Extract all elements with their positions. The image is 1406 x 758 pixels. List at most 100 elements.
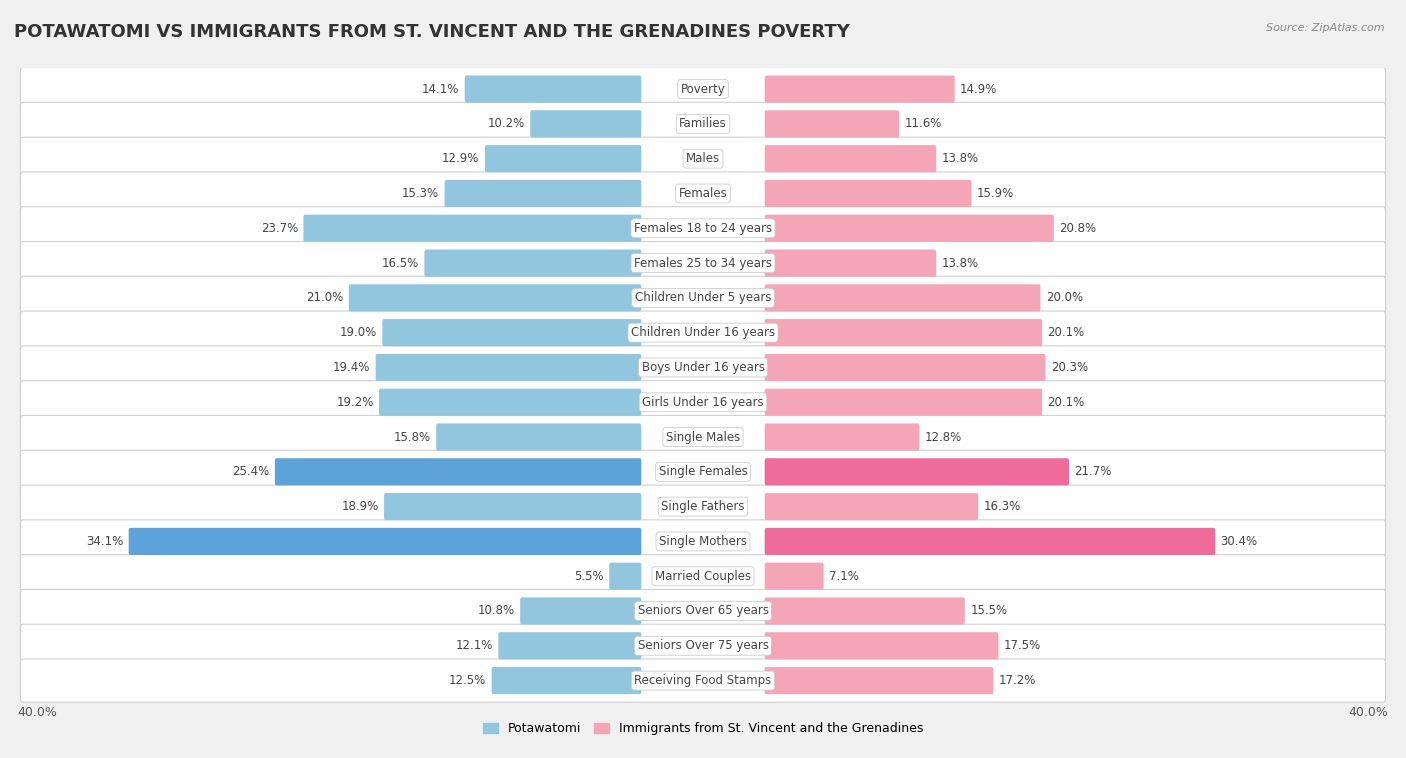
FancyBboxPatch shape xyxy=(129,528,641,555)
Text: 16.5%: 16.5% xyxy=(382,256,419,270)
FancyBboxPatch shape xyxy=(21,415,1385,459)
FancyBboxPatch shape xyxy=(21,346,1385,389)
FancyBboxPatch shape xyxy=(492,667,641,694)
FancyBboxPatch shape xyxy=(21,102,1385,146)
Text: 13.8%: 13.8% xyxy=(942,256,979,270)
FancyBboxPatch shape xyxy=(765,145,936,172)
FancyBboxPatch shape xyxy=(530,111,641,137)
FancyBboxPatch shape xyxy=(765,424,920,450)
FancyBboxPatch shape xyxy=(765,111,900,137)
Text: 12.8%: 12.8% xyxy=(925,431,962,443)
Text: 19.4%: 19.4% xyxy=(333,361,370,374)
FancyBboxPatch shape xyxy=(765,632,998,659)
Text: 14.9%: 14.9% xyxy=(960,83,997,96)
Text: 21.0%: 21.0% xyxy=(307,291,343,305)
FancyBboxPatch shape xyxy=(375,354,641,381)
Text: Families: Families xyxy=(679,117,727,130)
FancyBboxPatch shape xyxy=(349,284,641,312)
Text: 25.4%: 25.4% xyxy=(232,465,270,478)
Text: 20.0%: 20.0% xyxy=(1046,291,1083,305)
Text: 15.5%: 15.5% xyxy=(970,604,1007,618)
FancyBboxPatch shape xyxy=(21,381,1385,424)
FancyBboxPatch shape xyxy=(382,319,641,346)
FancyBboxPatch shape xyxy=(21,276,1385,319)
FancyBboxPatch shape xyxy=(765,319,1042,346)
Text: 12.1%: 12.1% xyxy=(456,639,494,653)
Text: Females: Females xyxy=(679,187,727,200)
Text: Single Mothers: Single Mothers xyxy=(659,535,747,548)
Text: Boys Under 16 years: Boys Under 16 years xyxy=(641,361,765,374)
Text: 5.5%: 5.5% xyxy=(574,570,603,583)
FancyBboxPatch shape xyxy=(21,242,1385,285)
Text: 12.9%: 12.9% xyxy=(441,152,479,165)
Text: 14.1%: 14.1% xyxy=(422,83,460,96)
Text: Females 25 to 34 years: Females 25 to 34 years xyxy=(634,256,772,270)
FancyBboxPatch shape xyxy=(765,597,965,625)
FancyBboxPatch shape xyxy=(765,76,955,102)
Text: Seniors Over 75 years: Seniors Over 75 years xyxy=(637,639,769,653)
Text: Children Under 16 years: Children Under 16 years xyxy=(631,326,775,339)
FancyBboxPatch shape xyxy=(498,632,641,659)
Text: POTAWATOMI VS IMMIGRANTS FROM ST. VINCENT AND THE GRENADINES POVERTY: POTAWATOMI VS IMMIGRANTS FROM ST. VINCEN… xyxy=(14,23,851,41)
FancyBboxPatch shape xyxy=(485,145,641,172)
Text: Receiving Food Stamps: Receiving Food Stamps xyxy=(634,674,772,687)
Text: Females 18 to 24 years: Females 18 to 24 years xyxy=(634,222,772,235)
FancyBboxPatch shape xyxy=(425,249,641,277)
FancyBboxPatch shape xyxy=(21,625,1385,667)
Text: Girls Under 16 years: Girls Under 16 years xyxy=(643,396,763,409)
FancyBboxPatch shape xyxy=(21,311,1385,354)
Text: 10.8%: 10.8% xyxy=(478,604,515,618)
FancyBboxPatch shape xyxy=(304,215,641,242)
Text: 23.7%: 23.7% xyxy=(260,222,298,235)
FancyBboxPatch shape xyxy=(765,493,979,520)
FancyBboxPatch shape xyxy=(765,180,972,207)
FancyBboxPatch shape xyxy=(765,389,1042,416)
FancyBboxPatch shape xyxy=(21,485,1385,528)
FancyBboxPatch shape xyxy=(765,562,824,590)
Text: 19.0%: 19.0% xyxy=(340,326,377,339)
Text: Single Fathers: Single Fathers xyxy=(661,500,745,513)
Text: 12.5%: 12.5% xyxy=(449,674,486,687)
Text: 40.0%: 40.0% xyxy=(1348,706,1389,719)
FancyBboxPatch shape xyxy=(765,284,1040,312)
Text: 13.8%: 13.8% xyxy=(942,152,979,165)
Text: 40.0%: 40.0% xyxy=(17,706,58,719)
FancyBboxPatch shape xyxy=(384,493,641,520)
Text: Males: Males xyxy=(686,152,720,165)
Text: Poverty: Poverty xyxy=(681,83,725,96)
Text: 18.9%: 18.9% xyxy=(342,500,378,513)
Text: 20.3%: 20.3% xyxy=(1050,361,1088,374)
Text: 11.6%: 11.6% xyxy=(904,117,942,130)
FancyBboxPatch shape xyxy=(765,667,994,694)
Text: 17.2%: 17.2% xyxy=(998,674,1036,687)
FancyBboxPatch shape xyxy=(520,597,641,625)
FancyBboxPatch shape xyxy=(21,137,1385,180)
Text: 20.1%: 20.1% xyxy=(1047,326,1084,339)
Text: 19.2%: 19.2% xyxy=(336,396,374,409)
Text: 15.9%: 15.9% xyxy=(977,187,1014,200)
FancyBboxPatch shape xyxy=(21,207,1385,250)
Text: Seniors Over 65 years: Seniors Over 65 years xyxy=(637,604,769,618)
Text: 17.5%: 17.5% xyxy=(1004,639,1040,653)
Text: Source: ZipAtlas.com: Source: ZipAtlas.com xyxy=(1267,23,1385,33)
FancyBboxPatch shape xyxy=(765,249,936,277)
FancyBboxPatch shape xyxy=(21,520,1385,563)
Text: 20.8%: 20.8% xyxy=(1059,222,1097,235)
FancyBboxPatch shape xyxy=(21,590,1385,633)
FancyBboxPatch shape xyxy=(444,180,641,207)
Text: 15.8%: 15.8% xyxy=(394,431,430,443)
FancyBboxPatch shape xyxy=(274,459,641,485)
FancyBboxPatch shape xyxy=(21,67,1385,111)
FancyBboxPatch shape xyxy=(465,76,641,102)
Text: 15.3%: 15.3% xyxy=(402,187,439,200)
Text: 7.1%: 7.1% xyxy=(830,570,859,583)
FancyBboxPatch shape xyxy=(21,172,1385,215)
FancyBboxPatch shape xyxy=(765,354,1046,381)
FancyBboxPatch shape xyxy=(765,459,1069,485)
Text: Single Males: Single Males xyxy=(666,431,740,443)
Legend: Potawatomi, Immigrants from St. Vincent and the Grenadines: Potawatomi, Immigrants from St. Vincent … xyxy=(478,717,928,740)
FancyBboxPatch shape xyxy=(21,555,1385,598)
Text: 16.3%: 16.3% xyxy=(984,500,1021,513)
FancyBboxPatch shape xyxy=(380,389,641,416)
Text: Married Couples: Married Couples xyxy=(655,570,751,583)
